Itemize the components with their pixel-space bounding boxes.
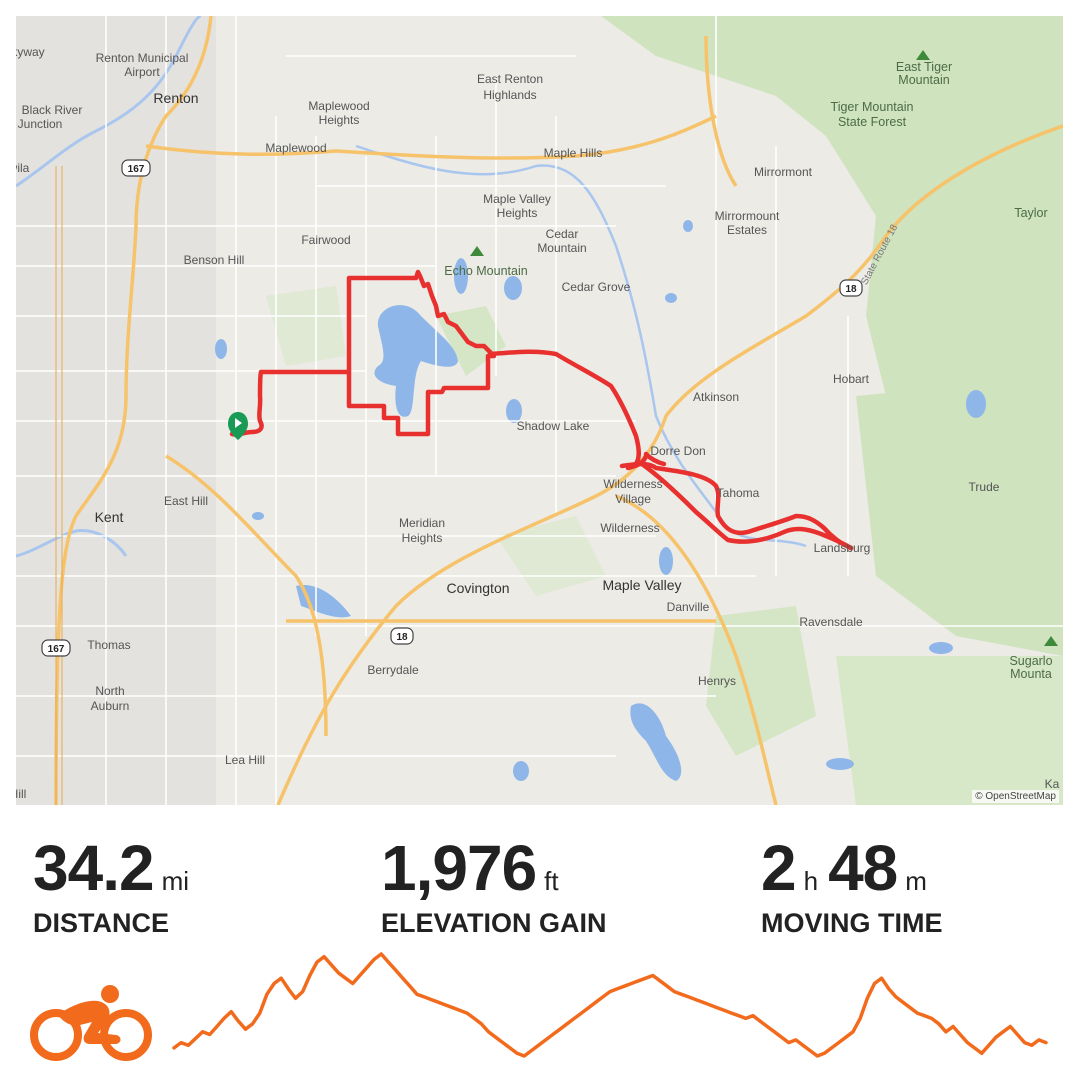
svg-text:Estates: Estates (727, 223, 767, 237)
svg-text:Renton Municipal: Renton Municipal (96, 51, 189, 65)
svg-text:Cedar: Cedar (546, 227, 579, 241)
svg-text:Heights: Heights (319, 113, 360, 127)
svg-text:Maple Hills: Maple Hills (544, 146, 603, 160)
svg-text:Ravensdale: Ravensdale (799, 615, 863, 629)
svg-text:Trude: Trude (969, 480, 1000, 494)
svg-text:Village: Village (615, 492, 651, 506)
svg-text:18: 18 (845, 284, 857, 295)
elevation-gain-unit: ft (544, 866, 559, 896)
elevation-gain-value: 1,976 (381, 832, 537, 904)
svg-text:Junction: Junction (18, 117, 63, 131)
svg-text:Danville: Danville (667, 600, 710, 614)
distance-value: 34.2 (33, 832, 155, 904)
elevation-profile-line (172, 952, 1048, 1058)
route-map[interactable]: 167 167 18 18 kyway Renton Municipal Air… (16, 16, 1063, 805)
svg-text:Maplewood: Maplewood (308, 99, 369, 113)
svg-text:Shadow Lake: Shadow Lake (517, 419, 590, 433)
svg-text:Wilderness: Wilderness (603, 477, 662, 491)
svg-text:Mirrormount: Mirrormount (715, 209, 780, 223)
map-attribution[interactable]: © OpenStreetMap (972, 790, 1059, 803)
start-marker-icon[interactable] (228, 412, 248, 440)
peak-icon (1044, 636, 1058, 646)
svg-text:Cedar Grove: Cedar Grove (562, 280, 631, 294)
svg-text:Heights: Heights (402, 531, 443, 545)
svg-text:Mountain: Mountain (537, 241, 586, 255)
svg-text:Berrydale: Berrydale (367, 663, 419, 677)
elevation-gain-label: ELEVATION GAIN (381, 908, 607, 938)
svg-text:Taylor: Taylor (1014, 206, 1047, 220)
peak-icon (470, 246, 484, 256)
moving-time-label: MOVING TIME (761, 908, 943, 938)
svg-text:Tiger Mountain: Tiger Mountain (831, 100, 914, 114)
svg-text:Ka: Ka (1045, 777, 1060, 791)
elevation-profile-chart (172, 952, 1048, 1058)
svg-text:18: 18 (396, 632, 408, 643)
svg-text:Auburn: Auburn (91, 699, 130, 713)
svg-text:Meridian: Meridian (399, 516, 445, 530)
moving-time-stat: 2 h 48 m MOVING TIME (761, 832, 943, 939)
svg-text:East Renton: East Renton (477, 72, 543, 86)
svg-text:Benson Hill: Benson Hill (184, 253, 245, 267)
moving-time-hours-unit: h (803, 866, 819, 896)
svg-text:Renton: Renton (153, 90, 198, 106)
svg-text:Maple Valley: Maple Valley (483, 192, 551, 206)
highway-shield-167-south: 167 (41, 639, 71, 657)
svg-text:Wilderness: Wilderness (600, 521, 659, 535)
svg-text:167: 167 (48, 644, 65, 655)
svg-text:Tahoma: Tahoma (717, 486, 760, 500)
distance-unit: mi (161, 866, 189, 896)
moving-time-minutes-unit: m (905, 866, 927, 896)
svg-text:Atkinson: Atkinson (693, 390, 739, 404)
distance-stat: 34.2 mi DISTANCE (33, 832, 199, 939)
svg-text:kwila: kwila (16, 161, 30, 175)
svg-text:Maple Valley: Maple Valley (602, 577, 681, 593)
svg-text:State Forest: State Forest (838, 115, 907, 129)
place-labels: kyway Renton Municipal Airport Renton Bl… (16, 45, 1060, 801)
svg-text:Echo Mountain: Echo Mountain (444, 264, 527, 278)
highway-shield-167-north: 167 (121, 159, 151, 177)
moving-time-hours: 2 (761, 832, 797, 904)
svg-text:Highlands: Highlands (483, 88, 536, 102)
svg-text:Thomas: Thomas (87, 638, 130, 652)
svg-text:Heights: Heights (497, 206, 538, 220)
svg-text:Black River: Black River (22, 103, 83, 117)
svg-text:Fairwood: Fairwood (301, 233, 350, 247)
moving-time-minutes: 48 (828, 832, 898, 904)
cyclist-icon (30, 985, 152, 1061)
svg-text:Landsburg: Landsburg (814, 541, 871, 555)
distance-label: DISTANCE (33, 908, 170, 938)
highway-shield-18-south: 18 (390, 627, 414, 645)
svg-text:Maplewood: Maplewood (265, 141, 326, 155)
svg-text:Sugarlo: Sugarlo (1009, 654, 1052, 668)
svg-text:East Tiger: East Tiger (896, 60, 952, 74)
svg-text:East Hill: East Hill (164, 494, 208, 508)
svg-text:Mirrormont: Mirrormont (754, 165, 813, 179)
svg-text:Mountain: Mountain (898, 73, 949, 87)
svg-text:Kent: Kent (95, 509, 124, 525)
map-canvas[interactable]: 167 167 18 18 kyway Renton Municipal Air… (16, 16, 1063, 805)
svg-text:Airport: Airport (124, 65, 160, 79)
svg-text:Hobart: Hobart (833, 372, 870, 386)
svg-text:Lea Hill: Lea Hill (225, 753, 265, 767)
svg-text:kyway: kyway (16, 45, 45, 59)
route-line (229, 269, 854, 551)
highway-shield-18-east: 18 (839, 279, 863, 297)
svg-text:Hill: Hill (16, 787, 26, 801)
svg-text:North: North (95, 684, 124, 698)
svg-text:Mounta: Mounta (1010, 667, 1052, 681)
peak-icon (916, 50, 930, 60)
elevation-gain-stat: 1,976 ft ELEVATION GAIN (381, 832, 607, 939)
svg-text:Dorre Don: Dorre Don (650, 444, 705, 458)
svg-text:Covington: Covington (446, 580, 509, 596)
svg-text:167: 167 (128, 164, 145, 175)
svg-text:Henrys: Henrys (698, 674, 736, 688)
